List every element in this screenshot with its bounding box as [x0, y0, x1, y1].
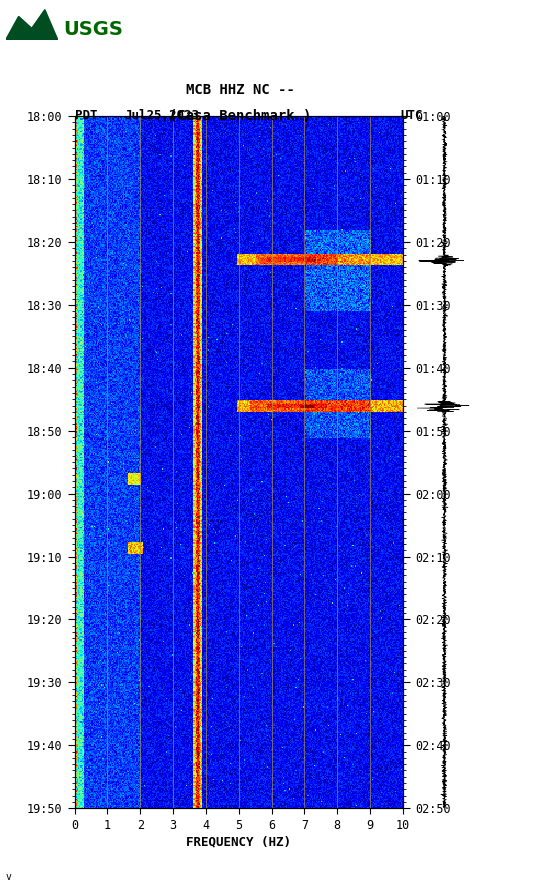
- X-axis label: FREQUENCY (HZ): FREQUENCY (HZ): [186, 836, 291, 848]
- Polygon shape: [6, 10, 58, 40]
- Text: PDT: PDT: [75, 109, 97, 122]
- Text: USGS: USGS: [63, 20, 123, 39]
- Text: MCB HHZ NC --: MCB HHZ NC --: [185, 83, 295, 97]
- Text: UTC: UTC: [400, 109, 423, 122]
- Text: (Casa Benchmark ): (Casa Benchmark ): [169, 109, 311, 123]
- Text: Jul25,2023: Jul25,2023: [124, 109, 199, 122]
- Text: v: v: [6, 872, 12, 882]
